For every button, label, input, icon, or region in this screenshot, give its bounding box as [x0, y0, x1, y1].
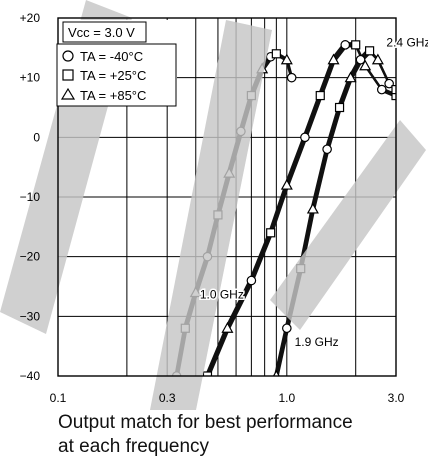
x-tick-label: 1.0: [278, 391, 295, 405]
y-tick-label: −20: [20, 250, 41, 264]
data-point-circle: [376, 84, 387, 95]
legend-header-box: [62, 21, 147, 43]
data-point-square: [334, 102, 345, 113]
chart: 0.1 0.3 1.0 3.0 +20 +10 0 −10 −20 −30 −40 Vcc = 3…: [0, 0, 428, 410]
annotation-label: 1.0 GHz: [200, 287, 244, 301]
y-axis: +20 +10 0 −10 −20 −30 −40: [20, 11, 41, 383]
annotations: 1.0 GHz 1.9 GHz 2.4 GHz: [198, 34, 428, 351]
data-point-triangle: [371, 53, 384, 65]
x-axis: 0.1 0.3 1.0 3.0: [50, 391, 405, 405]
data-point-triangle: [359, 59, 372, 71]
caption-line-2: at each frequency: [58, 436, 210, 457]
y-tick-label: +20: [20, 11, 41, 25]
data-point-triangle: [221, 322, 234, 333]
data-point-triangle: [280, 178, 293, 190]
data-point-square: [391, 84, 396, 95]
data-point-square: [315, 90, 325, 101]
data-point-square: [364, 46, 375, 56]
legend-entry-label: TA = +85°C: [80, 88, 146, 103]
plot-frame: [57, 17, 397, 377]
data-point-triangle: [344, 71, 357, 83]
legend-entry-label: TA = +25°C: [80, 68, 146, 83]
data-point-square: [271, 49, 281, 59]
data-point-circle: [322, 144, 332, 155]
data-point-circle: [282, 323, 292, 334]
y-tick-label: −10: [20, 190, 41, 204]
legend-header: Vcc = 3.0 V: [68, 25, 135, 40]
x-tick-label: 0.1: [50, 391, 67, 405]
y-tick-label: 0: [33, 130, 40, 144]
legend-triangle-icon: [60, 87, 76, 100]
annotation-label: 2.4 GHz: [386, 36, 428, 50]
data-point-square: [391, 90, 396, 101]
legend-circle-icon: [62, 50, 74, 62]
y-tick-label: −40: [20, 369, 41, 383]
data-point-triangle: [306, 202, 319, 214]
x-tick-label: 0.3: [159, 391, 176, 405]
legend-entries-box: [56, 43, 177, 107]
legend-square-icon: [62, 69, 74, 81]
data-point-circle: [384, 78, 394, 89]
data-point-square: [266, 228, 276, 238]
x-tick-label: 3.0: [388, 391, 405, 405]
data-point-circle: [246, 275, 257, 286]
y-tick-label: +10: [20, 71, 41, 85]
legend-entry-label: TA = -40°C: [80, 49, 143, 64]
annotation-label: 1.9 GHz: [295, 335, 339, 349]
legend: Vcc = 3.0 V TA = -40°C TA = +25°C TA = +…: [56, 20, 177, 107]
caption-line-1: Output match for best performance: [58, 412, 353, 433]
data-point-square: [351, 40, 361, 50]
data-point-circle: [300, 132, 310, 143]
y-tick-label: −30: [20, 309, 41, 323]
data-point-triangle: [327, 53, 340, 65]
data-point-circle: [355, 54, 366, 65]
data-point-circle: [286, 72, 297, 83]
data-point-circle: [340, 40, 351, 50]
data-point-triangle: [280, 53, 293, 65]
data-point-square: [202, 371, 213, 376]
